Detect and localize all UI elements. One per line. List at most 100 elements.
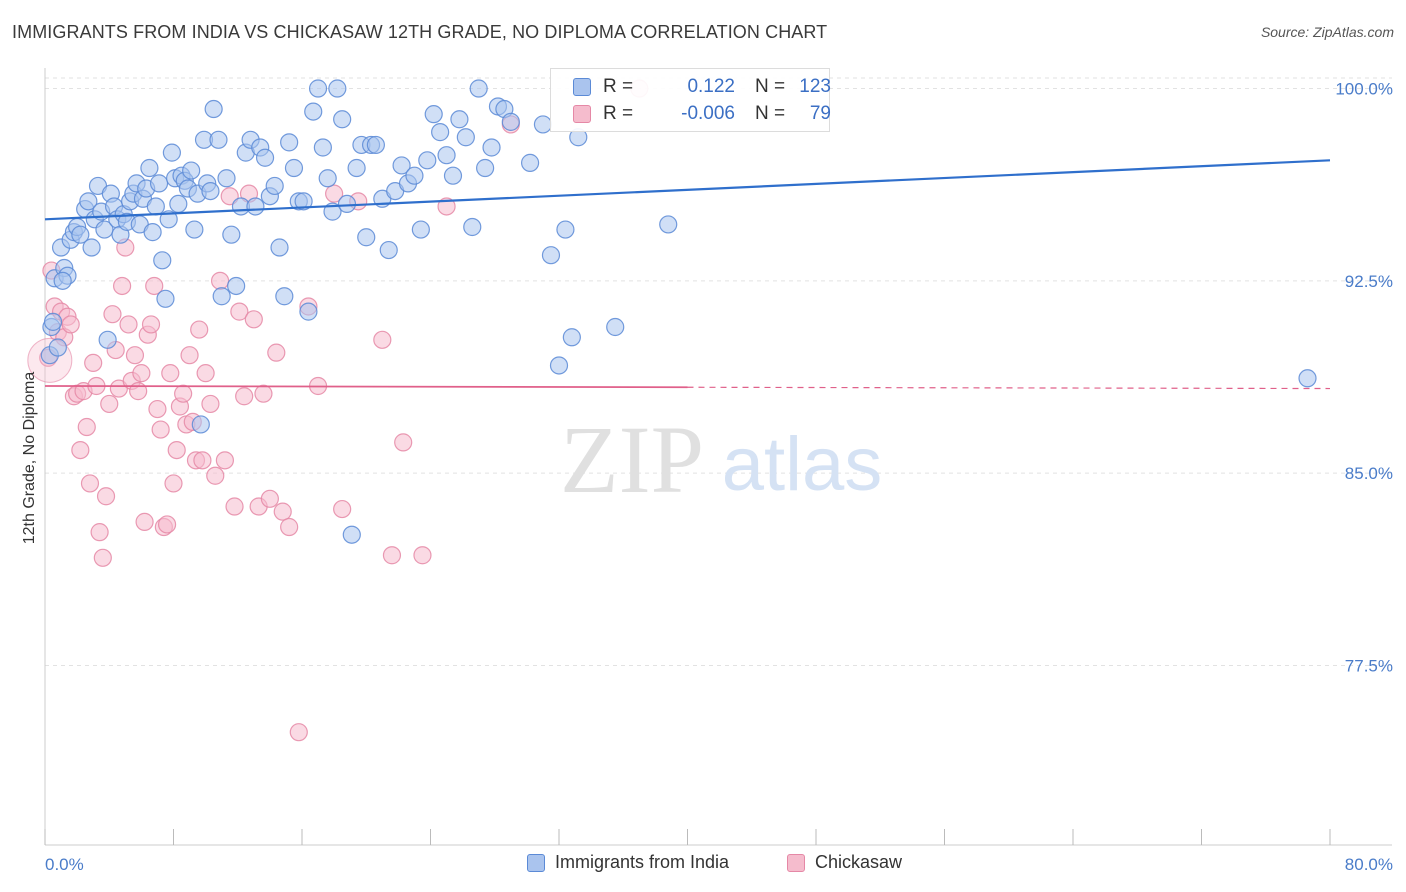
data-point <box>217 169 236 188</box>
data-point <box>379 240 398 260</box>
data-point <box>413 546 432 565</box>
data-point <box>185 220 204 239</box>
data-point <box>424 105 443 124</box>
data-point <box>190 320 209 339</box>
data-point <box>182 161 201 180</box>
legend-item-chickasaw: Chickasaw <box>787 852 902 873</box>
data-point <box>191 415 210 434</box>
stats-r-value: -0.006 <box>681 103 735 124</box>
data-point <box>659 215 678 234</box>
data-point <box>299 302 318 321</box>
data-point <box>443 166 463 185</box>
legend-label-chickasaw: Chickasaw <box>815 852 903 872</box>
data-point <box>382 546 402 565</box>
data-point <box>431 123 450 142</box>
data-point <box>71 225 90 244</box>
data-point <box>206 466 225 485</box>
y-tick-label: 77.5% <box>1345 656 1393 675</box>
data-point <box>255 148 275 167</box>
data-point <box>456 128 475 147</box>
y-tick-labels: 77.5% 85.0% 92.5% 100.0% <box>1335 80 1393 676</box>
data-point <box>162 143 181 162</box>
data-point <box>146 197 165 216</box>
data-point <box>174 384 193 403</box>
stats-n-label: N = <box>755 76 786 97</box>
watermark-zip: ZIP <box>560 406 704 513</box>
data-point <box>562 328 581 347</box>
data-point <box>196 364 215 383</box>
data-point <box>469 79 488 98</box>
data-point <box>180 346 199 365</box>
stats-row-india: R = 0.122 N = 123 <box>573 74 831 100</box>
axes <box>44 68 1392 846</box>
data-point <box>100 394 119 414</box>
data-point <box>254 384 273 403</box>
legend-swatch-chickasaw <box>787 853 805 872</box>
trend-line-india <box>44 159 1331 221</box>
legend-swatch-india <box>527 853 545 872</box>
trend-lines <box>44 159 1331 390</box>
data-point <box>405 166 424 185</box>
data-point <box>501 112 520 131</box>
data-point <box>418 151 437 170</box>
data-point <box>84 353 103 373</box>
data-point <box>143 223 162 242</box>
data-point <box>289 723 308 742</box>
bottom-legend: Immigrants from India Chickasaw <box>0 852 1406 878</box>
data-point <box>366 135 385 155</box>
data-point <box>98 330 117 349</box>
data-point <box>337 194 357 214</box>
data-point <box>132 364 151 383</box>
data-point <box>204 99 223 119</box>
stats-r-label: R = <box>603 103 634 124</box>
data-point <box>520 153 540 172</box>
data-point <box>169 194 188 214</box>
data-point <box>533 115 553 134</box>
data-point <box>275 287 294 306</box>
data-point <box>201 181 220 201</box>
data-point <box>235 387 254 406</box>
data-point <box>541 246 561 265</box>
data-point <box>193 451 212 470</box>
watermark: ZIP atlas <box>560 406 882 513</box>
data-point <box>325 184 344 203</box>
data-point <box>304 102 323 121</box>
data-point <box>153 251 172 270</box>
data-point <box>556 220 575 239</box>
x-tick-label: 0.0% <box>45 855 84 874</box>
data-point <box>141 315 161 334</box>
data-point <box>463 217 482 237</box>
legend-item-india: Immigrants from India <box>527 852 729 873</box>
x-tick-labels: 0.0% 80.0% <box>45 855 1393 874</box>
x-tick-label: 80.0% <box>1345 855 1393 874</box>
data-point <box>328 79 347 98</box>
data-point <box>225 497 244 516</box>
data-point <box>61 315 80 334</box>
data-point <box>125 346 145 365</box>
y-axis-label: 12th Grade, No Diploma <box>21 372 38 545</box>
data-point <box>151 420 170 439</box>
data-point <box>95 220 114 239</box>
data-point <box>333 110 352 129</box>
stats-n-value: 123 <box>799 76 831 97</box>
data-point <box>129 382 148 401</box>
data-point <box>167 440 186 460</box>
data-point <box>145 276 164 296</box>
data-point <box>392 156 411 175</box>
data-point <box>210 271 230 290</box>
data-point <box>450 110 469 129</box>
data-point <box>77 417 96 437</box>
data-point <box>333 499 352 519</box>
data-point <box>373 330 392 349</box>
data-point <box>273 502 292 521</box>
data-point <box>294 192 313 211</box>
data-point <box>161 364 180 383</box>
data-point <box>220 187 239 206</box>
data-point <box>112 276 132 296</box>
stats-n-value: 79 <box>809 103 831 124</box>
data-point <box>79 192 98 211</box>
data-point <box>80 474 100 493</box>
stats-swatch-chickasaw <box>573 105 591 123</box>
data-point <box>318 169 337 188</box>
data-point <box>549 356 569 375</box>
